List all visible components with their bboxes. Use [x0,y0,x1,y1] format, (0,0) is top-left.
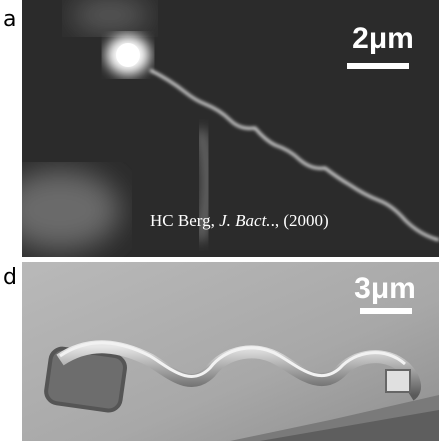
credit-journal: J. Bact. [219,211,270,230]
scale-bar [347,63,409,69]
panel-label: a [3,7,16,32]
panel-label: d [3,265,17,290]
figure: a 2μm HC Berg, J. Bact.., (2000) d 3μm [0,0,439,441]
scale-text: 3μm [354,272,416,305]
credit: HC Berg, J. Bact.., (2000) [150,211,329,230]
credit-year: ., (2000) [271,211,329,230]
scale-bar [360,308,412,314]
scale-text: 2μm [352,22,414,55]
credit-author: HC Berg, [150,211,215,230]
